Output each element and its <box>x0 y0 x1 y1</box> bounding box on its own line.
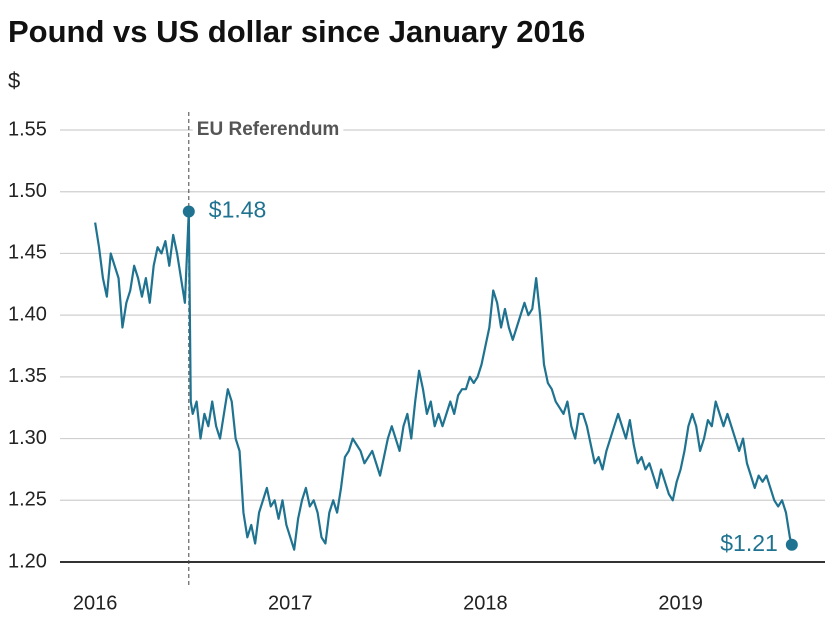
y-tick-label: 1.25 <box>8 489 47 511</box>
x-tick-label: 2016 <box>73 592 118 614</box>
y-tick-label: 1.20 <box>8 550 47 572</box>
x-tick-label: 2017 <box>268 592 313 614</box>
y-tick-label: 1.50 <box>8 180 47 202</box>
highlight-point <box>182 205 195 218</box>
x-tick-label: 2019 <box>658 592 703 614</box>
point-label: $1.21 <box>720 530 778 556</box>
reference-label: EU Referendum <box>197 119 340 140</box>
label-background <box>192 119 344 141</box>
y-tick-label: 1.30 <box>8 427 47 449</box>
highlight-point <box>785 538 798 551</box>
y-tick-label: 1.55 <box>8 118 47 140</box>
x-tick-label: 2018 <box>463 592 508 614</box>
y-tick-label: 1.40 <box>8 303 47 325</box>
point-label: $1.48 <box>209 197 267 223</box>
y-tick-label: 1.35 <box>8 365 47 387</box>
y-tick-label: 1.45 <box>8 242 47 264</box>
y-axis-unit: $ <box>8 68 20 93</box>
chart-title: Pound vs US dollar since January 2016 <box>8 14 585 49</box>
price-line <box>94 210 793 551</box>
